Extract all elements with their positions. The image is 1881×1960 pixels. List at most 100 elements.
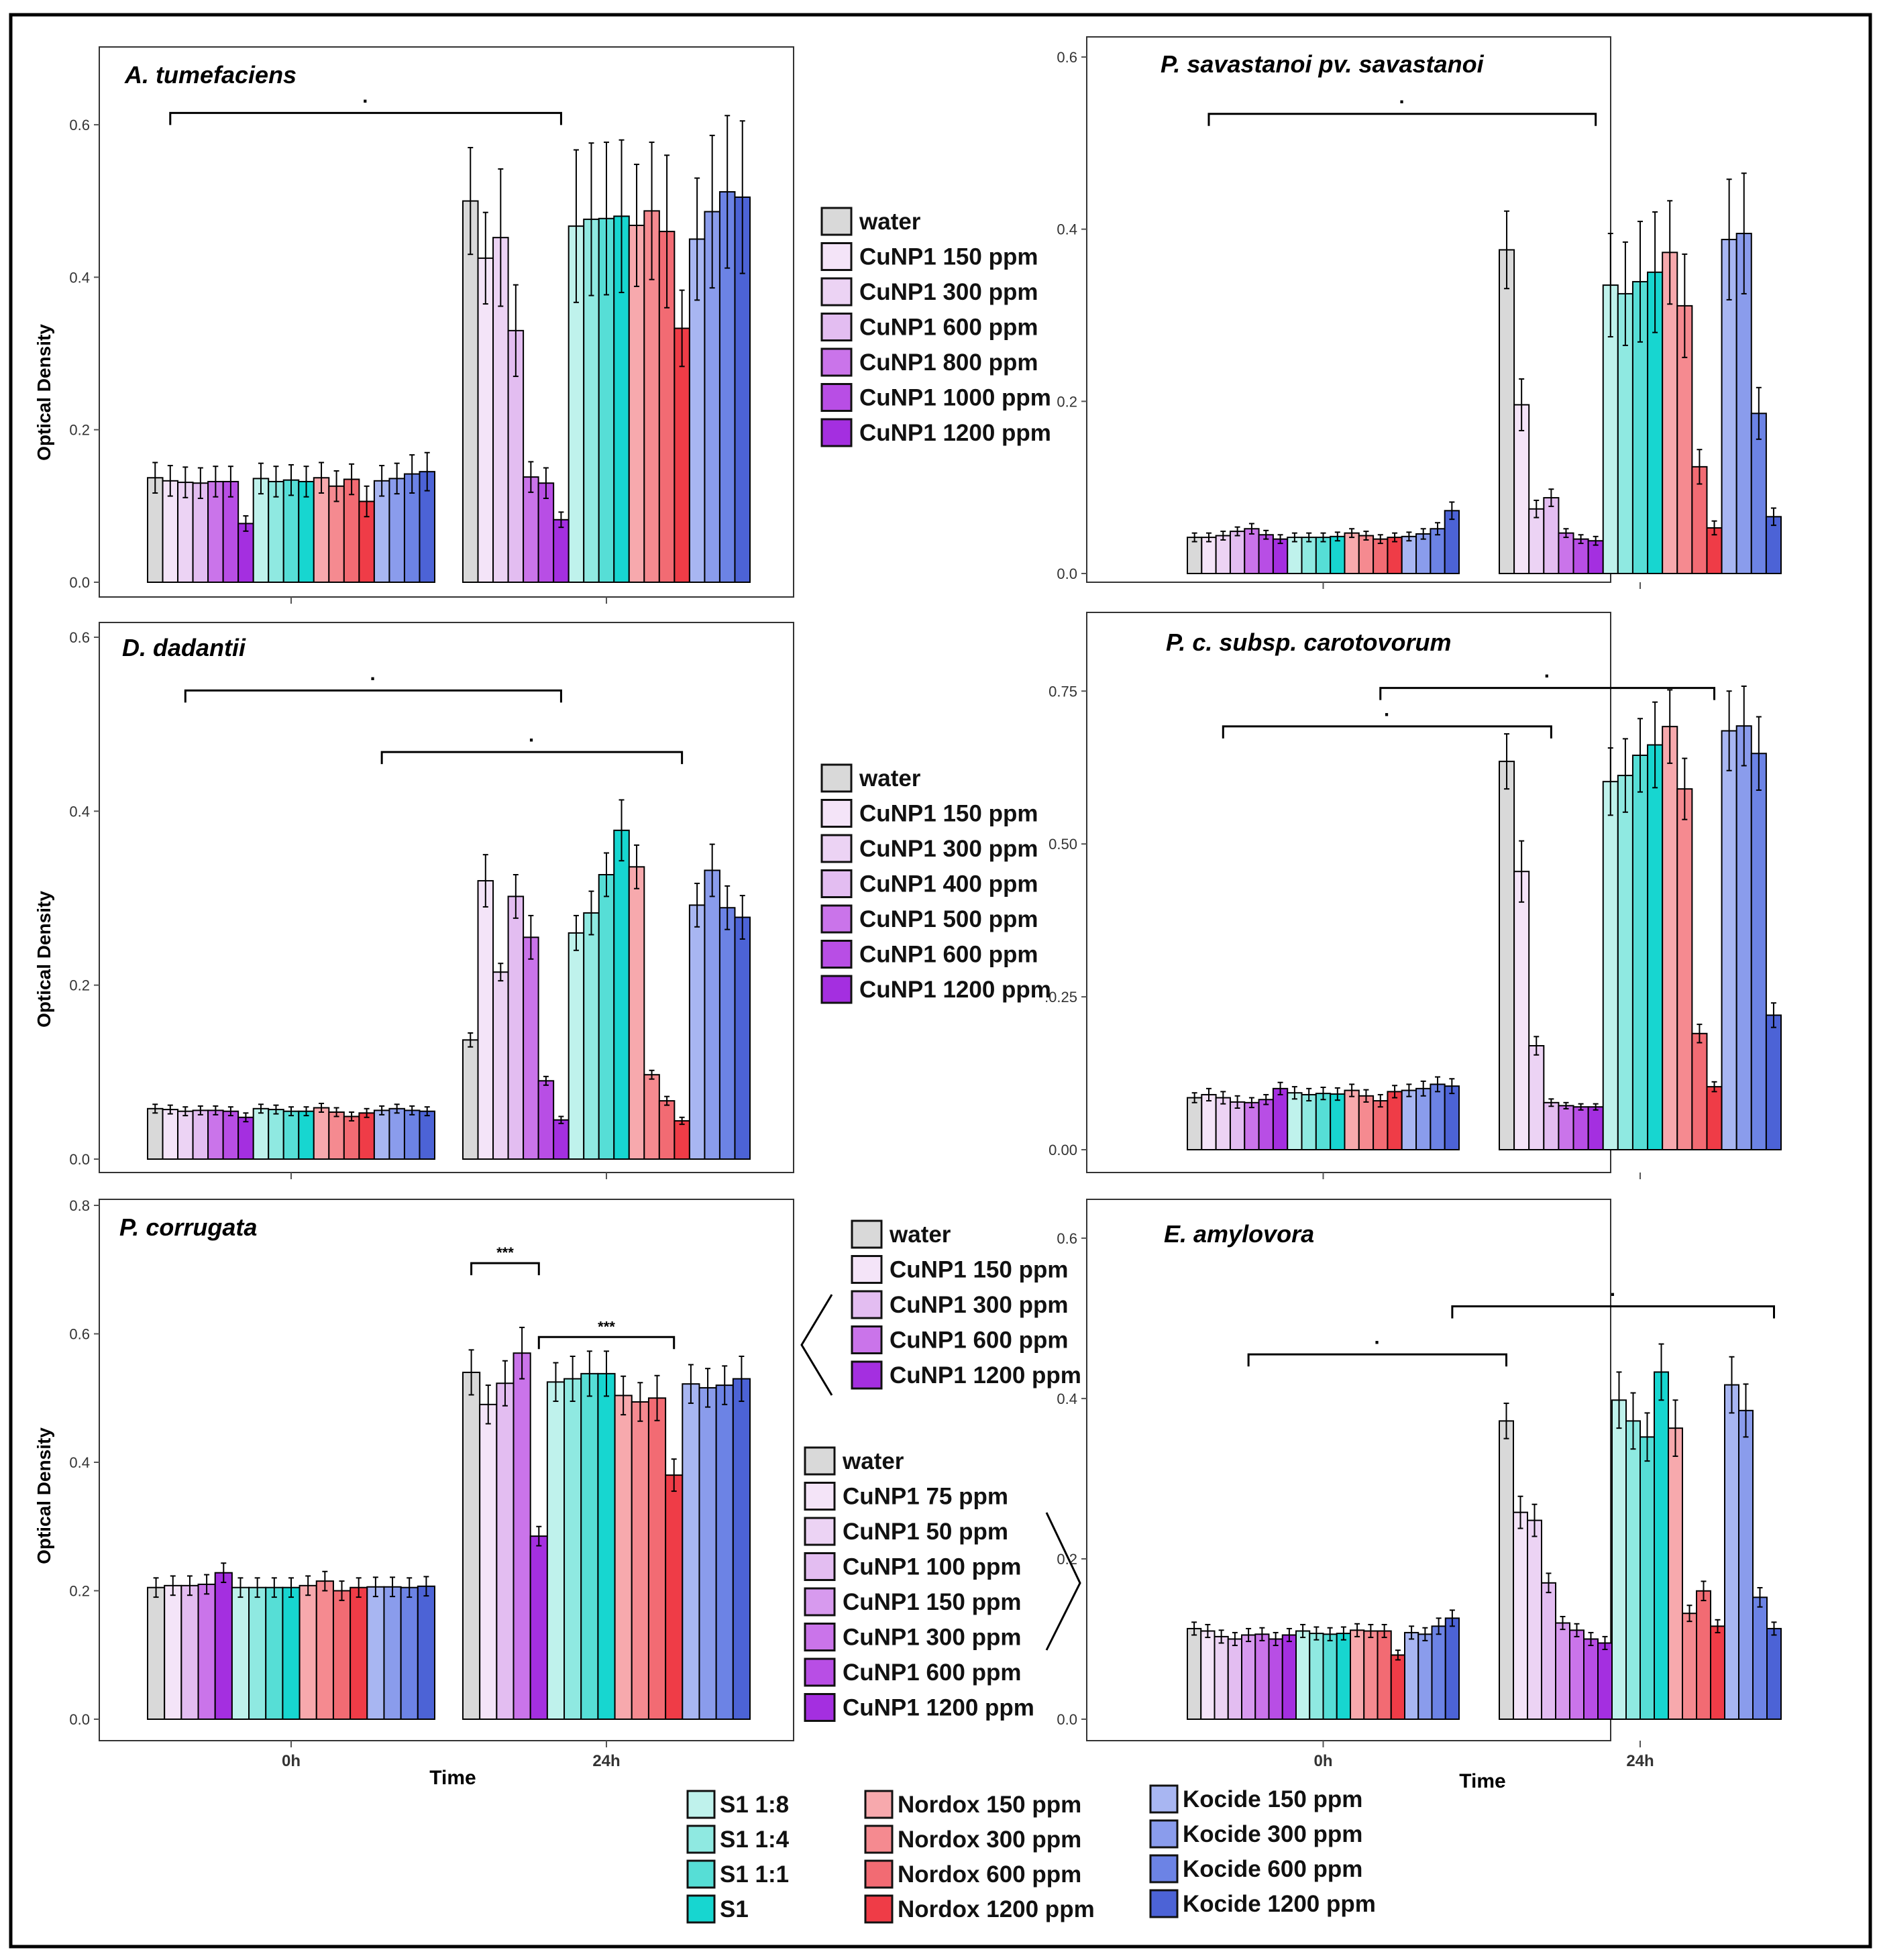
bar [248, 1586, 267, 1720]
error-bar [1273, 1631, 1279, 1647]
legend-swatch [864, 1825, 894, 1854]
legend-swatch [864, 1790, 894, 1819]
bar [400, 1586, 419, 1720]
legend-swatch [1149, 1819, 1179, 1849]
error-bar [604, 852, 609, 897]
bar [643, 1074, 660, 1160]
y-tick-label: 0.0 [1057, 1711, 1077, 1728]
error-bar [1334, 531, 1340, 542]
error-bar [182, 466, 189, 498]
y-tick-label: 0.2 [1057, 1551, 1077, 1568]
error-bar [1248, 1097, 1254, 1109]
bar [328, 1111, 345, 1160]
error-bar [1300, 1623, 1306, 1639]
error-bar [1517, 1495, 1523, 1529]
legend-swatch [804, 1552, 836, 1581]
bar [682, 1383, 700, 1721]
error-bar [221, 1562, 227, 1584]
error-bar [1191, 1092, 1197, 1103]
significance-bracket: · [184, 667, 562, 703]
bar [1301, 537, 1317, 574]
chart-panel-5: P. corrugata 0.0 0.2 0.4 0.6 0.8 Optical Densi… [34, 1197, 794, 1770]
bar [222, 1110, 239, 1160]
error-bar [1291, 532, 1297, 543]
y-tick-label: 0.8 [69, 1197, 90, 1214]
significance-bracket: · [1451, 1283, 1775, 1319]
bar [647, 1397, 667, 1720]
bar [1363, 1630, 1379, 1721]
error-bar [502, 1360, 508, 1407]
bar [1281, 1634, 1297, 1720]
legend-label: CuNP1 75 ppm [843, 1484, 1008, 1510]
bar [1569, 1629, 1584, 1721]
bar [1513, 871, 1530, 1151]
error-bar [1637, 718, 1643, 793]
error-bar [409, 1105, 415, 1115]
error-bar [498, 963, 504, 982]
error-bar [303, 466, 309, 498]
bars [1187, 172, 1782, 575]
error-bar [379, 1105, 385, 1115]
error-bar [1715, 1619, 1721, 1633]
error-bar [1741, 685, 1747, 767]
error-bar [1349, 528, 1355, 539]
error-bar [671, 1458, 677, 1492]
legend-label: CuNP1 150 ppm [843, 1589, 1021, 1615]
bar [343, 1115, 360, 1160]
bars [147, 799, 751, 1160]
bar [1752, 1596, 1768, 1720]
error-bar [379, 465, 385, 497]
error-bar [1534, 499, 1540, 519]
bar [1201, 537, 1217, 574]
error-bar [1630, 1392, 1636, 1450]
y-tick-label: 0.6 [1057, 49, 1077, 66]
error-bar [1503, 1403, 1509, 1439]
error-bar [319, 1103, 325, 1113]
bar [350, 1586, 368, 1720]
error-bar [724, 115, 731, 269]
error-bar [1392, 1085, 1398, 1099]
error-bar [167, 465, 173, 497]
error-bar [1232, 1631, 1238, 1647]
bar [1662, 726, 1678, 1150]
bar [1587, 1106, 1604, 1150]
bar [1631, 755, 1649, 1150]
legend-label: S1 1:8 [720, 1792, 789, 1818]
legend-swatch [804, 1482, 836, 1511]
bar [674, 1120, 690, 1160]
bar [1647, 744, 1664, 1150]
legend-label: CuNP1 50 ppm [843, 1519, 1008, 1545]
error-bar [322, 1570, 328, 1592]
error-bar [186, 1575, 193, 1596]
bar [1358, 1095, 1375, 1150]
error-bar [1191, 1621, 1197, 1636]
error-bar [1644, 1412, 1650, 1462]
bar [1229, 531, 1246, 574]
error-bar [1563, 528, 1569, 539]
error-bar [1652, 701, 1658, 789]
significance-brackets: ·· [1247, 1283, 1775, 1367]
error-bar [705, 1368, 711, 1408]
legend-swatch [864, 1894, 894, 1924]
error-bar [1449, 1609, 1455, 1627]
bar [1244, 1101, 1260, 1151]
error-bar [1578, 534, 1584, 545]
bar [1735, 725, 1752, 1150]
chart-title: E. amylovora [1164, 1220, 1314, 1248]
bar [1738, 1409, 1754, 1720]
error-bar [1563, 1101, 1569, 1109]
legend-swatch [686, 1790, 716, 1819]
error-bar [1363, 1089, 1369, 1103]
bar [282, 1110, 300, 1160]
time-label-right: Time [1459, 1770, 1505, 1792]
error-bar [1205, 532, 1212, 543]
bracket-line [1207, 113, 1597, 126]
error-bar [1354, 1623, 1360, 1637]
bar [1187, 1097, 1203, 1150]
error-bar [1741, 172, 1747, 294]
error-bar [513, 284, 519, 378]
legend-label: water [859, 765, 921, 792]
bar [1201, 1093, 1217, 1150]
bar [698, 1386, 717, 1720]
